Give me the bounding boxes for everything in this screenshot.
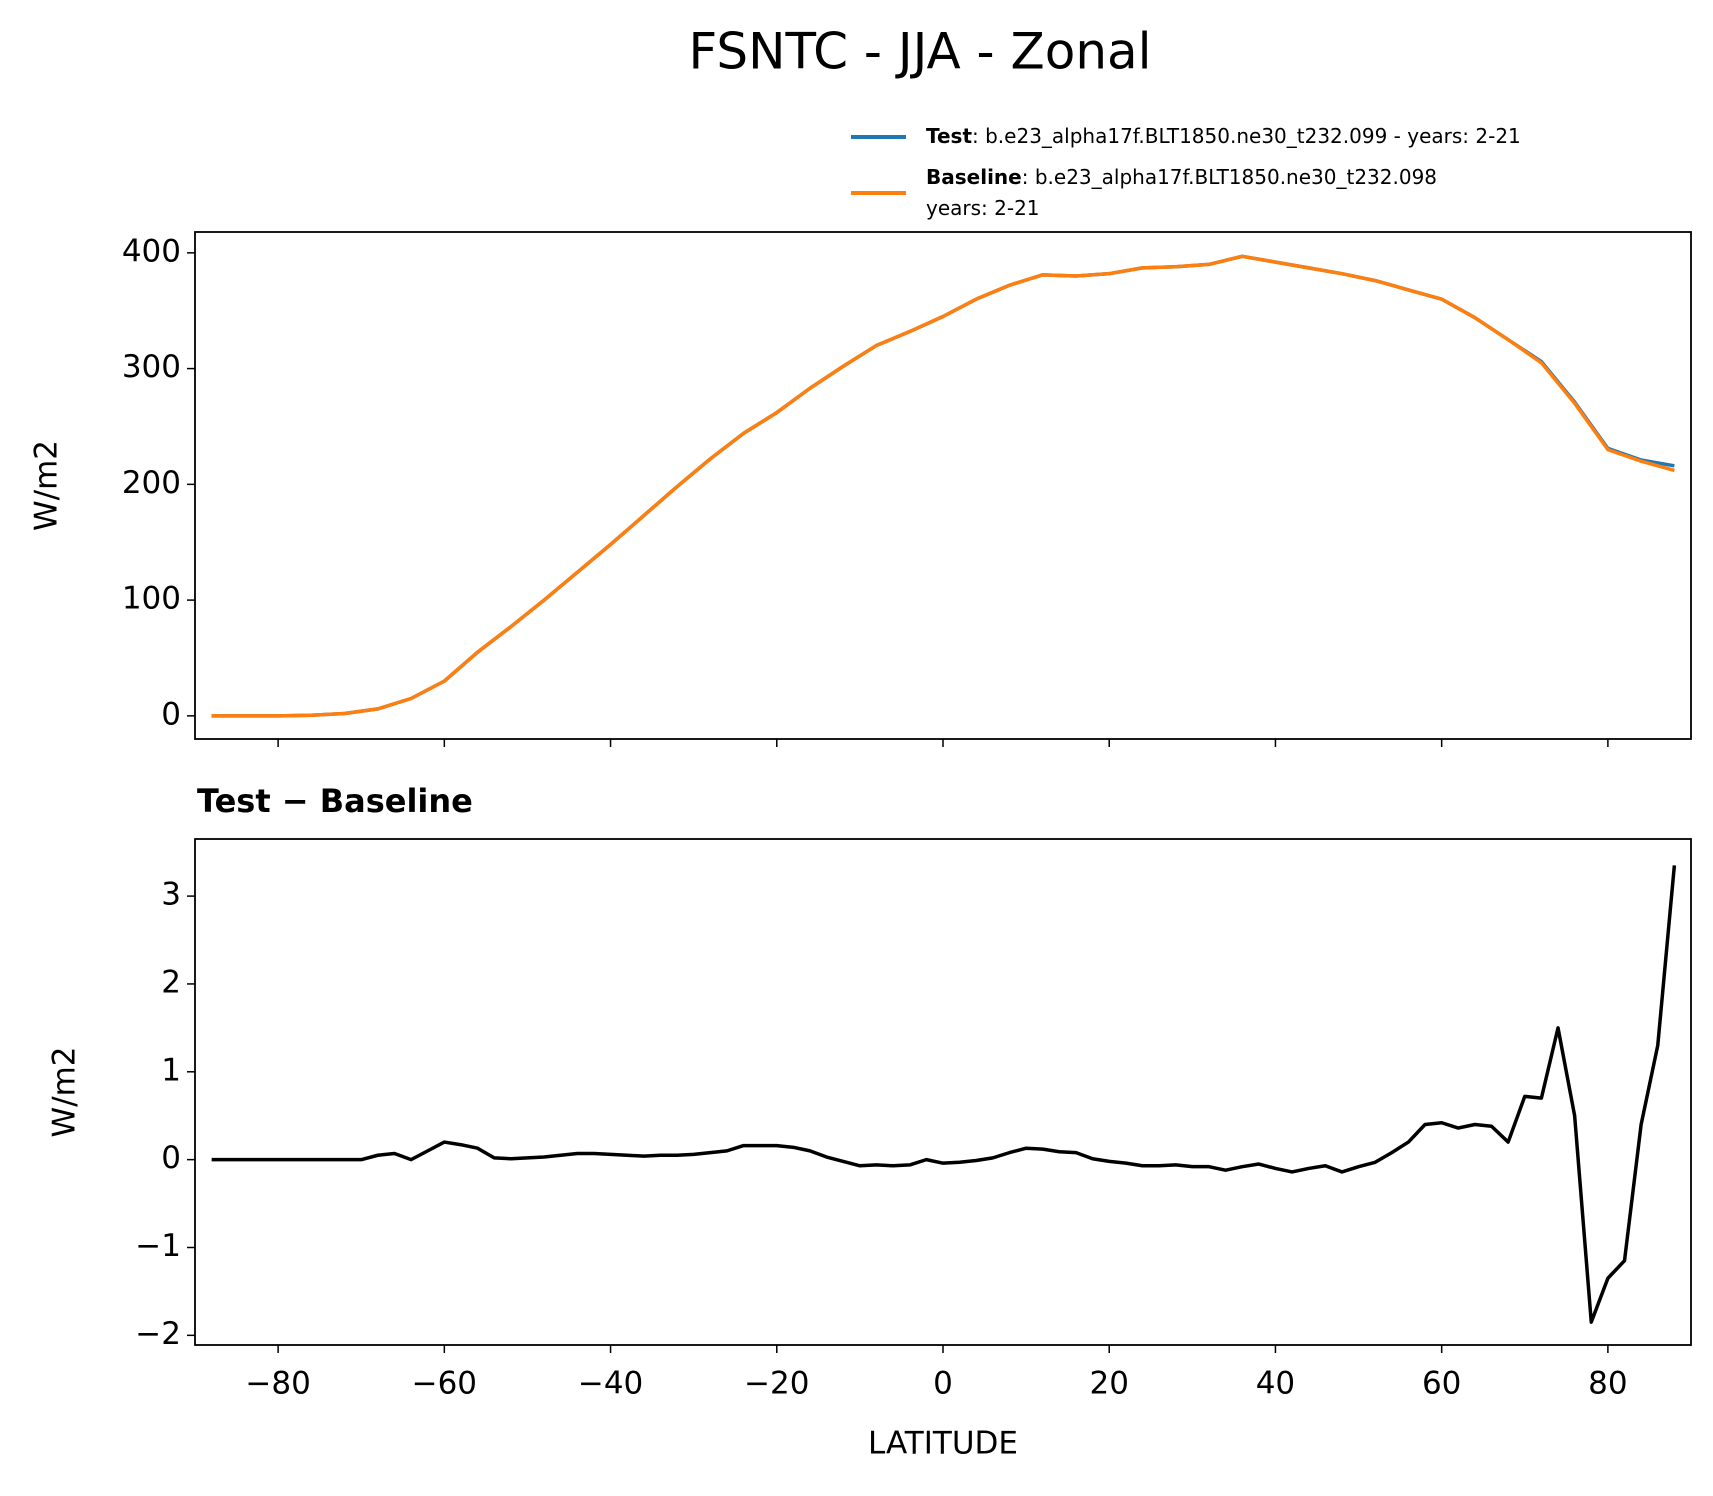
y-tick-label: −1 bbox=[135, 1228, 181, 1264]
axes-frame bbox=[194, 838, 1692, 1346]
subplot-title: Test − Baseline bbox=[197, 782, 473, 820]
y-axis-label: W/m2 bbox=[47, 1046, 83, 1137]
legend-description: : b.e23_alpha17f.BLT1850.ne30_t232.098 bbox=[1022, 165, 1437, 189]
y-tick-label: −2 bbox=[135, 1316, 181, 1352]
x-tick-label: 0 bbox=[933, 1366, 953, 1402]
x-tick-label: −60 bbox=[412, 1366, 477, 1402]
x-tick-label: 20 bbox=[1089, 1366, 1128, 1402]
legend-description: : b.e23_alpha17f.BLT1850.ne30_t232.099 -… bbox=[972, 124, 1521, 148]
data-line bbox=[211, 254, 1675, 718]
axes-frame bbox=[194, 231, 1692, 740]
legend-name: Baseline bbox=[926, 165, 1022, 189]
legend-label: Test: b.e23_alpha17f.BLT1850.ne30_t232.0… bbox=[926, 124, 1521, 148]
y-tick-label: 100 bbox=[122, 581, 181, 617]
x-tick-label: −80 bbox=[245, 1366, 310, 1402]
x-tick-label: 60 bbox=[1422, 1366, 1461, 1402]
x-tick-label: −20 bbox=[744, 1366, 809, 1402]
y-tick-label: 400 bbox=[122, 233, 181, 269]
y-tick-label: 3 bbox=[161, 877, 181, 913]
x-tick-label: −40 bbox=[578, 1366, 643, 1402]
y-tick-label: 200 bbox=[122, 465, 181, 501]
y-tick-label: 1 bbox=[161, 1052, 181, 1088]
x-tick-label: 80 bbox=[1588, 1366, 1627, 1402]
legend-name: Test bbox=[926, 124, 972, 148]
legend-label: Baseline: b.e23_alpha17f.BLT1850.ne30_t2… bbox=[926, 165, 1437, 220]
y-axis-label: W/m2 bbox=[29, 440, 65, 531]
legend-description: years: 2-21 bbox=[926, 196, 1040, 220]
y-tick-label: 2 bbox=[161, 964, 181, 1000]
data-line bbox=[211, 254, 1675, 718]
y-tick-label: 300 bbox=[122, 349, 181, 385]
data-line bbox=[211, 865, 1677, 1324]
x-axis-label: LATITUDE bbox=[868, 1426, 1018, 1462]
y-tick-label: 0 bbox=[161, 696, 181, 732]
y-tick-label: 0 bbox=[161, 1140, 181, 1176]
chart-title: FSNTC - JJA - Zonal bbox=[688, 23, 1151, 81]
x-tick-label: 40 bbox=[1256, 1366, 1295, 1402]
